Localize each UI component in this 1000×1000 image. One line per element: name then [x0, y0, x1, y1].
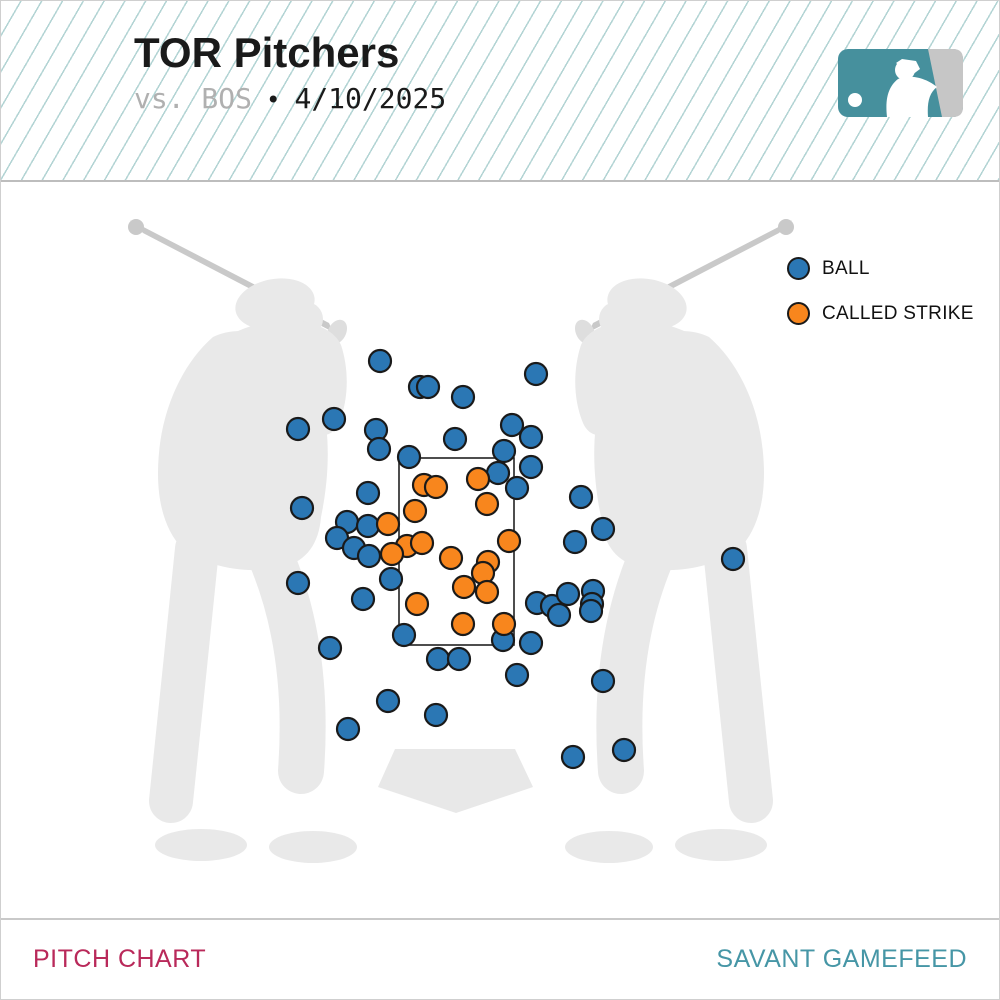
pitch-ball [562, 529, 588, 555]
pitch-ball [590, 668, 616, 694]
pitch-called-strike [404, 591, 430, 617]
pitch-ball [518, 454, 544, 480]
pitch-ball [504, 662, 530, 688]
subtitle-opponent: vs. BOS [134, 82, 253, 116]
mlb-logo-icon [838, 49, 963, 117]
pitch-ball [378, 566, 404, 592]
pitch-ball [450, 384, 476, 410]
pitch-ball [504, 475, 530, 501]
pitch-ball [568, 484, 594, 510]
pitch-called-strike [375, 511, 401, 537]
pitch-ball [350, 586, 376, 612]
pitch-called-strike [451, 574, 477, 600]
pitch-called-strike [496, 528, 522, 554]
pitch-ball [391, 622, 417, 648]
pitch-ball [720, 546, 746, 572]
pitch-ball [590, 516, 616, 542]
pitch-called-strike [450, 611, 476, 637]
pitch-ball [317, 635, 343, 661]
pitch-ball [425, 646, 451, 672]
pitch-ball [442, 426, 468, 452]
pitch-ball [356, 543, 382, 569]
pitch-ball [423, 702, 449, 728]
pitch-ball [611, 737, 637, 763]
pitch-called-strike [423, 474, 449, 500]
pitch-ball [366, 436, 392, 462]
pitch-called-strike [379, 541, 405, 567]
pitch-ball [491, 438, 517, 464]
pitch-ball [321, 406, 347, 432]
pitch-ball [375, 688, 401, 714]
pitch-ball [289, 495, 315, 521]
legend-label-called-strike: CALLED STRIKE [822, 302, 974, 324]
called-strike-marker-icon [787, 302, 810, 325]
left-batter-silhouette [128, 219, 357, 863]
pitch-ball [546, 602, 572, 628]
pitch-ball [415, 374, 441, 400]
pitch-ball [446, 646, 472, 672]
pitch-called-strike [409, 530, 435, 556]
legend: BALL CALLED STRIKE [787, 257, 974, 325]
subtitle-date: 4/10/2025 [294, 82, 447, 116]
legend-label-ball: BALL [822, 257, 870, 279]
subtitle-bullet: • [266, 86, 281, 115]
footer-chart-type: PITCH CHART [33, 945, 207, 973]
pitch-ball [555, 581, 581, 607]
pitch-called-strike [465, 466, 491, 492]
pitch-points [285, 348, 746, 770]
pitch-ball [485, 460, 511, 486]
ball-marker-icon [787, 257, 810, 280]
pitch-ball [523, 361, 549, 387]
right-batter-silhouette [565, 219, 794, 863]
pitch-called-strike [474, 491, 500, 517]
pitch-called-strike [402, 498, 428, 524]
pitch-ball [335, 716, 361, 742]
pitch-ball [285, 416, 311, 442]
legend-item-ball: BALL [787, 257, 974, 280]
title-block: TOR Pitchers vs. BOS • 4/10/2025 [134, 29, 446, 115]
pitch-ball [518, 630, 544, 656]
header-banner: TOR Pitchers vs. BOS • 4/10/2025 [1, 1, 999, 182]
pitch-ball [499, 412, 525, 438]
pitch-called-strike [438, 545, 464, 571]
footer-source: SAVANT GAMEFEED [716, 945, 967, 973]
pitch-ball [285, 570, 311, 596]
pitch-ball [396, 444, 422, 470]
pitch-ball [355, 513, 381, 539]
pitch-ball [578, 598, 604, 624]
pitch-ball [367, 348, 393, 374]
footer: PITCH CHART SAVANT GAMEFEED [1, 918, 999, 999]
pitch-called-strike [474, 579, 500, 605]
pitch-ball [518, 424, 544, 450]
pitch-ball [560, 744, 586, 770]
page-subtitle: vs. BOS • 4/10/2025 [134, 82, 446, 115]
legend-item-called-strike: CALLED STRIKE [787, 302, 974, 325]
home-plate [378, 749, 533, 813]
pitch-ball [355, 480, 381, 506]
page-title: TOR Pitchers [134, 29, 400, 76]
pitch-called-strike [491, 611, 517, 637]
